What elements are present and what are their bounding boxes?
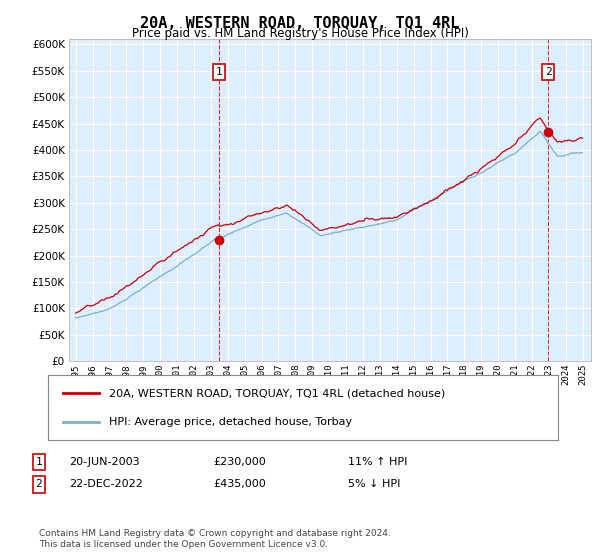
Text: 20-JUN-2003: 20-JUN-2003 — [69, 457, 140, 467]
Text: 2: 2 — [545, 67, 551, 77]
Text: Contains HM Land Registry data © Crown copyright and database right 2024.
This d: Contains HM Land Registry data © Crown c… — [39, 529, 391, 549]
Text: £230,000: £230,000 — [213, 457, 266, 467]
Text: 1: 1 — [215, 67, 222, 77]
Text: £435,000: £435,000 — [213, 479, 266, 489]
Text: HPI: Average price, detached house, Torbay: HPI: Average price, detached house, Torb… — [109, 417, 352, 427]
Text: 20A, WESTERN ROAD, TORQUAY, TQ1 4RL: 20A, WESTERN ROAD, TORQUAY, TQ1 4RL — [140, 16, 460, 31]
Text: 20A, WESTERN ROAD, TORQUAY, TQ1 4RL (detached house): 20A, WESTERN ROAD, TORQUAY, TQ1 4RL (det… — [109, 388, 445, 398]
Text: 1: 1 — [35, 457, 43, 467]
Text: Price paid vs. HM Land Registry's House Price Index (HPI): Price paid vs. HM Land Registry's House … — [131, 27, 469, 40]
Text: 5% ↓ HPI: 5% ↓ HPI — [348, 479, 400, 489]
Text: 22-DEC-2022: 22-DEC-2022 — [69, 479, 143, 489]
Text: 2: 2 — [35, 479, 43, 489]
Text: 11% ↑ HPI: 11% ↑ HPI — [348, 457, 407, 467]
